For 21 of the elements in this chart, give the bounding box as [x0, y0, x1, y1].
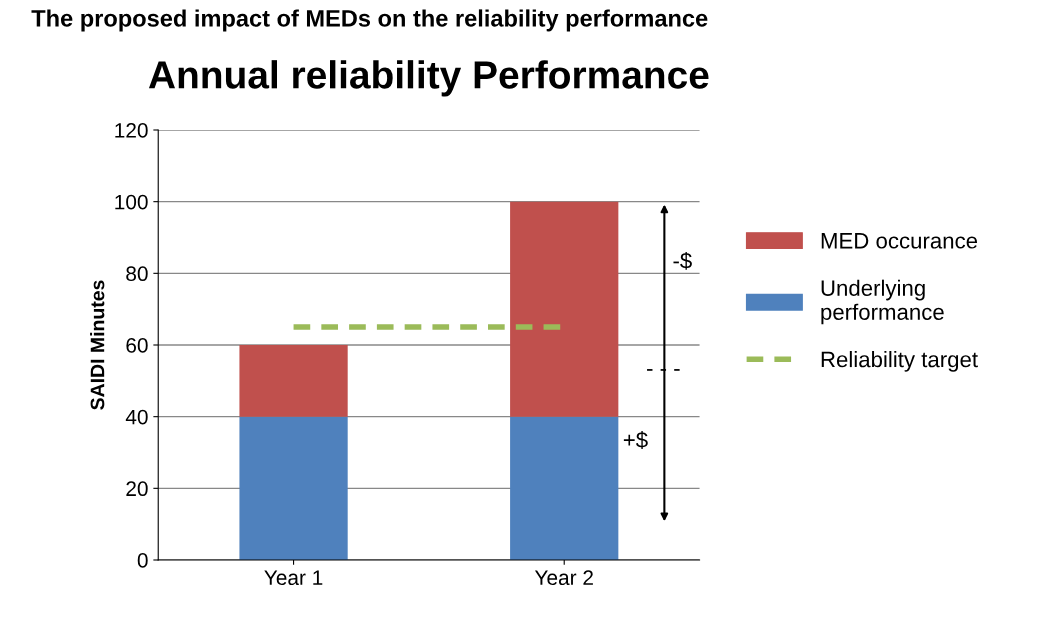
- annotation: +$: [623, 431, 648, 450]
- bar: [510, 416, 619, 560]
- y-tick-label: 20: [126, 481, 148, 497]
- annotation: -$: [673, 251, 692, 270]
- chart-subtitle: The proposed impact of MEDs on the reliability performance: [31, 9, 708, 32]
- bar: [239, 416, 348, 560]
- legend-label: MED occurance: [821, 233, 978, 249]
- y-tick-label: 100: [115, 194, 148, 210]
- x-tick-label: Year 1: [264, 570, 323, 586]
- chart-title: Annual reliability Performance: [148, 60, 709, 97]
- legend-label: Reliability target: [821, 350, 978, 372]
- y-tick-label: 80: [126, 266, 148, 282]
- y-tick-label: 0: [137, 553, 148, 568]
- legend-label: Underlying performance: [821, 279, 944, 325]
- y-axis-title: SAIDI Minutes: [90, 280, 105, 410]
- y-tick-label: 120: [115, 123, 148, 138]
- bar: [239, 345, 348, 417]
- x-tick-label: Year 2: [534, 570, 593, 586]
- bar: [510, 201, 619, 417]
- y-tick-label: 60: [126, 338, 148, 353]
- y-tick-label: 40: [125, 409, 148, 425]
